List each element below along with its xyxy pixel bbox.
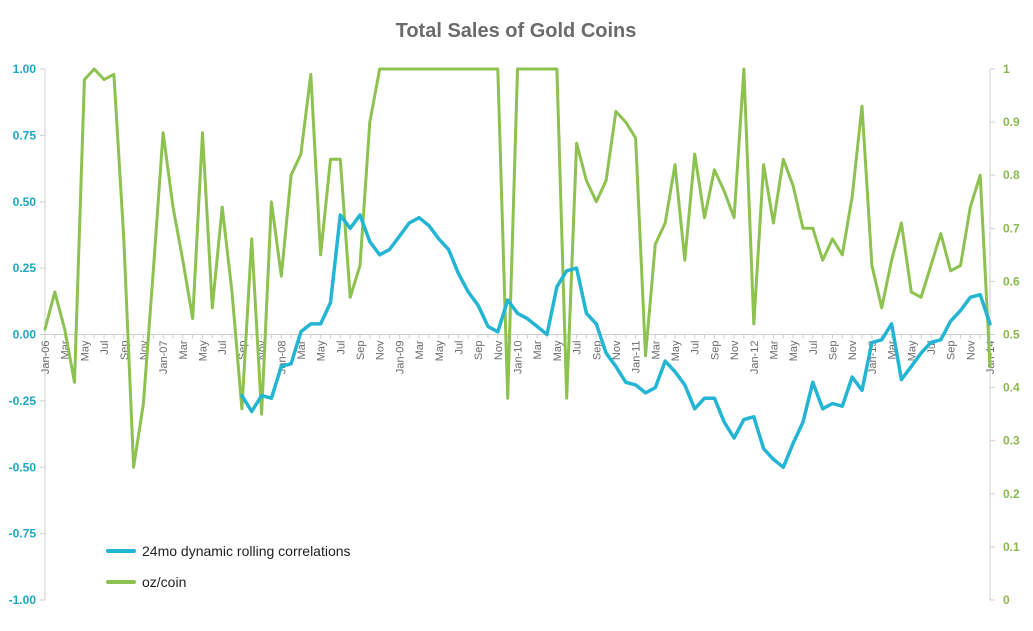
axes: 1.000.750.500.250.00-0.25-0.50-0.75-1.00…: [9, 62, 1020, 607]
y-right-tick-label: 0.9: [1003, 115, 1020, 129]
y-left-tick-label: 0.25: [13, 261, 37, 275]
x-tick-label: May: [316, 340, 328, 361]
y-right-tick-label: 0.4: [1003, 381, 1020, 395]
x-tick-label: May: [552, 340, 564, 361]
x-tick-label: Mar: [296, 340, 308, 359]
x-tick-label: May: [198, 340, 210, 361]
chart-title: Total Sales of Gold Coins: [396, 20, 637, 42]
x-tick-label: Jul: [453, 341, 465, 355]
y-left-tick-label: -1.00: [9, 593, 37, 607]
x-tick-label: Mar: [532, 340, 544, 359]
x-tick-label: Jul: [808, 341, 820, 355]
x-tick-label: Jul: [572, 341, 584, 355]
y-right-tick-label: 0.2: [1003, 487, 1020, 501]
y-right-tick-label: 0.5: [1003, 328, 1020, 342]
x-tick-label: Nov: [729, 340, 741, 360]
y-right-tick-label: 0.3: [1003, 434, 1020, 448]
x-tick-label: Jan-12: [749, 341, 761, 375]
x-tick-label: Mar: [768, 340, 780, 359]
x-tick-label: Nov: [847, 340, 859, 360]
x-tick-label: Jan-09: [394, 341, 406, 375]
x-tick-label: Sep: [355, 341, 367, 361]
x-tick-label: Sep: [946, 341, 958, 361]
y-right-tick-label: 0.6: [1003, 274, 1020, 288]
legend-label-oz-coin: oz/coin: [142, 574, 186, 590]
y-left-tick-label: 0.50: [13, 195, 37, 209]
y-right-tick-label: 1: [1003, 62, 1010, 76]
x-tick-label: Jul: [99, 341, 111, 355]
x-tick-label: May: [906, 340, 918, 361]
x-tick-label: May: [670, 340, 682, 361]
series-line-correlation: [240, 213, 992, 470]
y-right-tick-label: 0: [1003, 593, 1010, 607]
x-tick-label: Jan-06: [40, 341, 52, 375]
series-line-oz-coin: [43, 67, 992, 469]
legend-label-correlation: 24mo dynamic rolling correlations: [142, 543, 351, 559]
x-tick-label: Sep: [473, 341, 485, 361]
x-tick-label: Jan-11: [631, 341, 643, 374]
x-tick-label: Sep: [591, 341, 603, 361]
y-left-tick-label: 0.00: [13, 328, 37, 342]
y-left-tick-label: -0.50: [9, 460, 37, 474]
x-tick-label: May: [788, 340, 800, 361]
x-tick-label: Mar: [414, 340, 426, 359]
x-tick-label: Mar: [178, 340, 190, 359]
x-tick-label: Jan-10: [513, 341, 525, 375]
x-tick-label: Jul: [335, 341, 347, 355]
y-right-tick-label: 0.1: [1003, 540, 1020, 554]
y-right-tick-label: 0.7: [1003, 221, 1020, 235]
x-tick-label: Sep: [828, 341, 840, 361]
x-tick-label: Nov: [375, 340, 387, 360]
x-tick-label: May: [79, 340, 91, 361]
x-tick-label: Nov: [493, 340, 505, 360]
x-tick-label: Jan-07: [158, 341, 170, 375]
y-left-tick-label: -0.25: [9, 394, 37, 408]
y-left-tick-label: -0.75: [9, 527, 37, 541]
y-right-tick-label: 0.8: [1003, 168, 1020, 182]
series-lines: [43, 67, 992, 470]
x-tick-label: May: [434, 340, 446, 361]
y-left-tick-label: 0.75: [13, 128, 37, 142]
x-tick-label: Nov: [611, 340, 623, 360]
x-tick-label: Jul: [690, 341, 702, 355]
x-tick-label: Nov: [965, 340, 977, 360]
x-tick-label: Mar: [650, 340, 662, 359]
x-tick-label: Sep: [709, 341, 721, 361]
legend: 24mo dynamic rolling correlations oz/coi…: [106, 543, 351, 590]
y-left-tick-label: 1.00: [13, 62, 37, 76]
x-tick-label: Jul: [217, 341, 229, 355]
